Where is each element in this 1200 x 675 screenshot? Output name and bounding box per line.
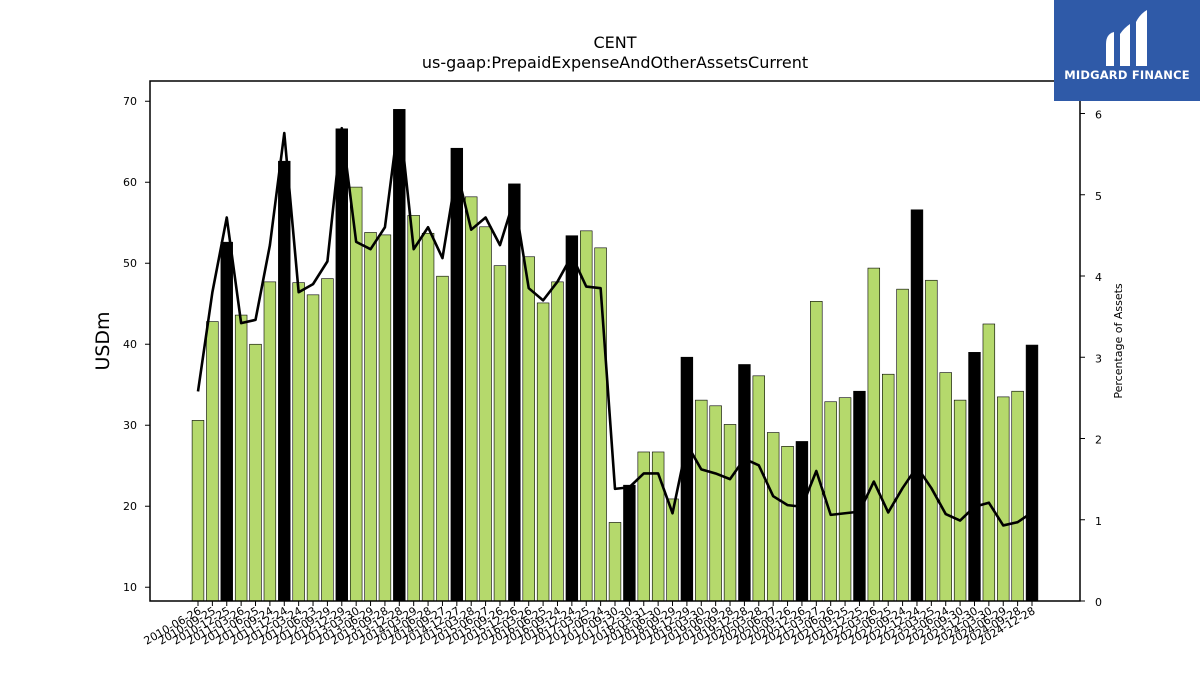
bar <box>953 399 967 602</box>
bar <box>191 420 205 602</box>
y2-tick-label: 3 <box>1095 352 1102 365</box>
bar <box>982 323 996 602</box>
pct-line <box>196 113 1033 527</box>
bar <box>335 128 348 602</box>
bar <box>910 209 924 602</box>
bar <box>853 390 866 602</box>
y-axis-label: USDm <box>92 311 114 370</box>
bar <box>436 275 449 602</box>
y-tick-label: 20 <box>123 500 137 513</box>
y2-tick-label: 0 <box>1095 596 1102 609</box>
bar <box>522 256 535 602</box>
bar <box>234 314 248 602</box>
bar <box>723 424 737 602</box>
bar <box>795 441 809 602</box>
bar <box>407 215 420 602</box>
bar <box>220 241 233 602</box>
brand-mark-icon <box>1106 10 1147 66</box>
bar <box>939 372 952 602</box>
brand-name: MIDGARD FINANCE <box>1064 68 1190 82</box>
y-axis-ticks: 10 20 30 40 50 60 70 <box>123 95 150 594</box>
bar <box>278 160 291 602</box>
bar <box>766 432 780 602</box>
y2-tick-label: 5 <box>1095 190 1102 203</box>
bar <box>695 399 708 602</box>
bar <box>479 226 492 602</box>
bar <box>882 373 895 602</box>
bar <box>752 375 765 602</box>
bar <box>321 278 334 602</box>
chart-subtitle: us-gaap:PrepaidExpenseAndOtherAssetsCurr… <box>422 53 808 72</box>
y-tick-label: 60 <box>123 176 137 189</box>
y2-tick-label: 1 <box>1095 515 1102 528</box>
bar <box>364 232 377 602</box>
bar <box>249 343 262 602</box>
bar <box>349 186 363 602</box>
bar <box>680 356 694 602</box>
y2-tick-label: 6 <box>1095 109 1102 122</box>
bar <box>896 288 909 602</box>
bar <box>838 397 852 602</box>
bar <box>536 302 550 602</box>
y-tick-label: 40 <box>123 338 137 351</box>
bar <box>292 282 305 602</box>
y2-tick-label: 2 <box>1095 434 1102 447</box>
bar <box>421 232 435 602</box>
bar <box>450 147 464 602</box>
bar <box>623 484 636 602</box>
y2-axis-ticks: 0 1 2 3 4 5 6 <box>1080 109 1102 609</box>
bar <box>997 396 1010 602</box>
bar <box>565 235 579 602</box>
bar <box>493 265 507 602</box>
pct-line-series <box>196 113 1033 527</box>
bar <box>608 522 622 602</box>
y-tick-label: 50 <box>123 257 137 270</box>
y-tick-label: 30 <box>123 419 137 432</box>
bar <box>925 279 938 602</box>
x-axis-ticks: 2010-06-262010-09-252010-12-252011-03-26… <box>142 601 1038 648</box>
bar <box>738 364 751 602</box>
y-tick-label: 10 <box>123 581 137 594</box>
bar-series <box>191 109 1039 602</box>
bar <box>1025 344 1039 602</box>
bar <box>508 183 521 602</box>
chart-title: CENT <box>593 33 636 52</box>
bar <box>378 234 392 602</box>
bar <box>709 405 722 602</box>
bar <box>810 301 823 602</box>
bar <box>781 445 794 602</box>
bar <box>867 267 881 602</box>
bar <box>393 109 406 602</box>
bar <box>263 281 277 602</box>
y2-tick-label: 4 <box>1095 271 1102 284</box>
bar <box>551 281 564 602</box>
bar <box>1011 390 1024 602</box>
y-tick-label: 70 <box>123 95 137 108</box>
y2-axis-label: Percentage of Assets <box>1112 283 1125 399</box>
brand-logo: MIDGARD FINANCE <box>1054 0 1200 101</box>
bar <box>465 196 478 602</box>
bar <box>306 294 320 602</box>
bar <box>206 321 219 602</box>
bar <box>968 352 981 602</box>
